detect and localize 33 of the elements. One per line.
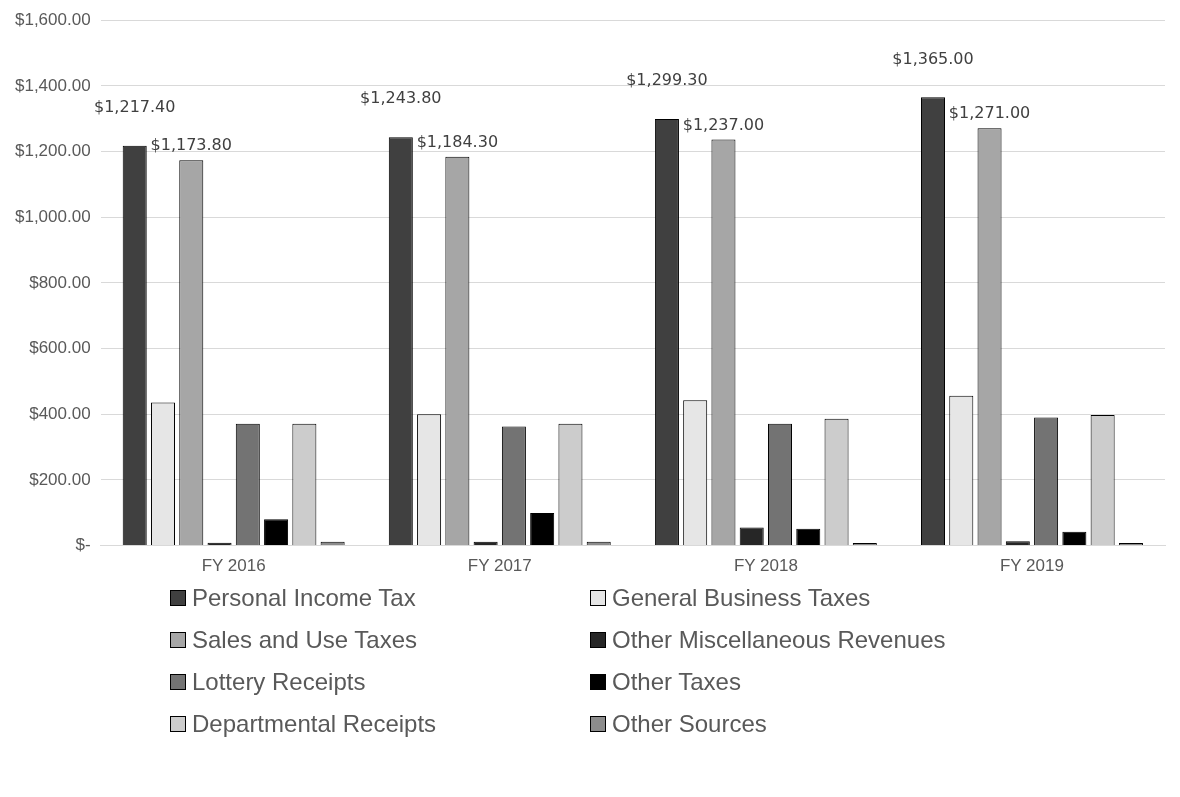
legend-label: General Business Taxes <box>612 584 871 612</box>
x-tick-label: FY 2019 <box>999 556 1064 576</box>
y-tick-label: $1,600.00 <box>14 9 91 29</box>
y-tick-label: $- <box>75 535 91 555</box>
y-tick-label: $1,000.00 <box>14 206 91 226</box>
data-label: $1,243.80 <box>360 88 442 108</box>
data-label: $1,365.00 <box>892 48 974 68</box>
legend-label: Personal Income Tax <box>192 584 416 612</box>
bar <box>530 513 555 546</box>
y-tick-label: $1,400.00 <box>14 75 91 95</box>
x-tick-label: FY 2016 <box>201 556 266 576</box>
bar <box>796 528 821 546</box>
data-label: $1,173.80 <box>150 135 232 155</box>
y-tick-label: $400.00 <box>29 403 91 423</box>
legend-label: Sales and Use Taxes <box>192 626 418 654</box>
y-tick-label: $600.00 <box>29 338 91 358</box>
legend-label: Departmental Receipts <box>192 710 437 738</box>
data-label: $1,217.40 <box>94 96 176 116</box>
bar <box>1062 531 1087 546</box>
x-tick-label: FY 2017 <box>467 556 532 576</box>
legend-label: Lottery Receipts <box>192 668 366 696</box>
x-tick-label: FY 2018 <box>733 556 798 576</box>
data-label: $1,184.30 <box>416 131 499 151</box>
data-label: $1,271.00 <box>948 103 1031 123</box>
y-tick-label: $1,200.00 <box>14 141 91 161</box>
legend-label: Other Sources <box>612 710 767 738</box>
legend-label: Other Taxes <box>612 668 741 696</box>
y-tick-label: $200.00 <box>29 469 91 489</box>
y-tick-label: $800.00 <box>29 272 91 292</box>
legend-label: Other Miscellaneous Revenues <box>612 626 946 654</box>
bar <box>264 519 289 546</box>
data-label: $1,299.30 <box>626 70 708 90</box>
data-label: $1,237.00 <box>682 114 765 134</box>
